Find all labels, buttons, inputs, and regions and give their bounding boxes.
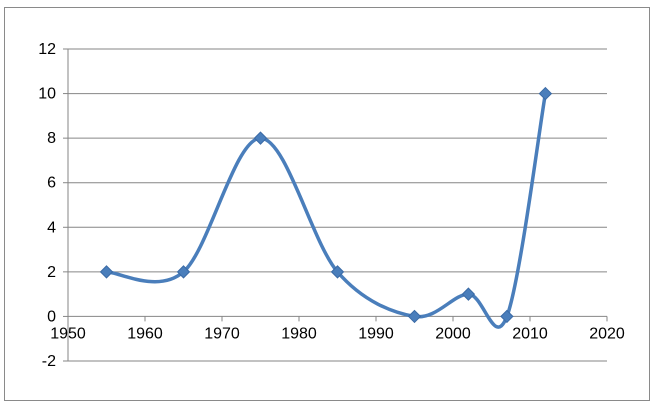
data-point [500, 309, 514, 324]
y-tick-label: 8 [47, 130, 56, 147]
series-line-0 [106, 93, 548, 329]
data-point [461, 287, 476, 301]
data-point [176, 265, 191, 279]
x-tick-label: 2020 [589, 325, 625, 342]
x-tick-label: 1980 [281, 325, 317, 342]
y-tick-label: 6 [47, 175, 56, 192]
axes [63, 48, 608, 362]
x-tick-label: 1960 [127, 325, 163, 342]
data-point [330, 265, 345, 279]
data-point [99, 265, 114, 279]
chart-frame [4, 7, 650, 401]
x-tick-label: 1950 [50, 325, 86, 342]
series [99, 86, 553, 329]
data-point [538, 86, 553, 101]
y-tick-label: 0 [47, 308, 56, 325]
y-tick-label: -2 [42, 353, 56, 370]
tick-labels: -2 0 2 4 6 8 10 12 1950 1960 1970 1980 1990 2000 2010 2… [38, 41, 625, 370]
y-tick-label: 2 [47, 264, 56, 281]
y-tick-label: 4 [47, 219, 56, 236]
y-tick-label: 10 [38, 86, 56, 103]
y-tick-label: 12 [38, 41, 56, 58]
x-tick-label: 1970 [204, 325, 240, 342]
x-tick-label: 2010 [512, 325, 548, 342]
data-point [407, 309, 422, 324]
data-point [253, 131, 268, 145]
x-tick-label: 2000 [435, 325, 471, 342]
gridlines [68, 48, 607, 362]
x-tick-label: 1990 [358, 325, 394, 342]
